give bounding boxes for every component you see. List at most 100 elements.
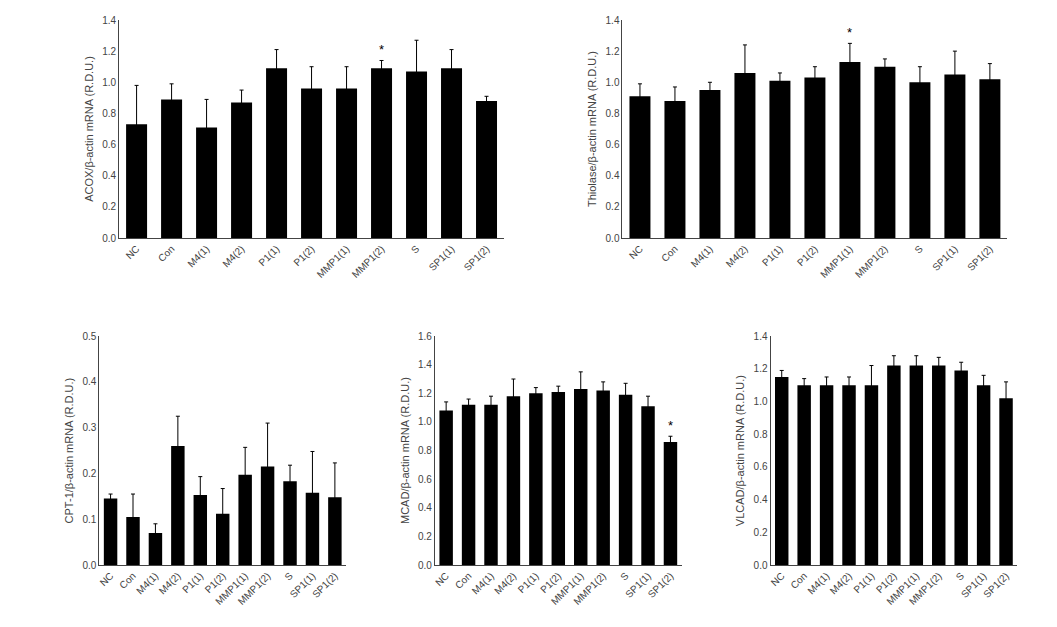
svg-text:NC: NC — [124, 243, 142, 261]
svg-text:Con: Con — [117, 570, 138, 591]
svg-text:VLCAD/β-actin mRNA (R.D.U.): VLCAD/β-actin mRNA (R.D.U.) — [734, 375, 746, 526]
svg-text:MMP1(1): MMP1(1) — [818, 243, 855, 280]
svg-text:MMP1(2): MMP1(2) — [907, 570, 944, 607]
svg-text:0.6: 0.6 — [754, 461, 768, 472]
svg-text:1.4: 1.4 — [418, 359, 432, 370]
svg-text:S: S — [282, 570, 295, 583]
svg-text:1.0: 1.0 — [754, 396, 768, 407]
svg-text:0.8: 0.8 — [102, 108, 116, 119]
svg-text:MMP1(1): MMP1(1) — [549, 570, 586, 607]
svg-text:1.6: 1.6 — [418, 331, 432, 342]
svg-text:1.0: 1.0 — [102, 77, 116, 88]
svg-text:SP1(1): SP1(1) — [427, 243, 457, 273]
svg-text:P1(1): P1(1) — [516, 570, 541, 595]
svg-text:M4(2): M4(2) — [492, 570, 518, 596]
svg-text:Con: Con — [659, 243, 680, 264]
svg-text:MMP1(1): MMP1(1) — [315, 243, 352, 280]
svg-text:1.4: 1.4 — [102, 15, 116, 26]
svg-text:NC: NC — [769, 570, 787, 588]
svg-text:0.4: 0.4 — [102, 170, 116, 181]
svg-text:P1(1): P1(1) — [180, 570, 205, 595]
svg-text:SP1(1): SP1(1) — [930, 243, 960, 273]
svg-text:P1(2): P1(2) — [203, 570, 228, 595]
svg-text:0.1: 0.1 — [82, 514, 96, 525]
svg-text:MMP1(1): MMP1(1) — [213, 570, 250, 607]
svg-text:S: S — [912, 243, 925, 256]
svg-text:ACOX/β-actin mRNA (R.D.U.): ACOX/β-actin mRNA (R.D.U.) — [83, 56, 95, 202]
svg-text:1.4: 1.4 — [606, 15, 620, 26]
svg-text:SP1(2): SP1(2) — [310, 570, 340, 600]
svg-text:NC: NC — [98, 570, 116, 588]
svg-text:*: * — [847, 25, 852, 40]
svg-text:M4(1): M4(1) — [185, 243, 211, 269]
svg-text:SP1(1): SP1(1) — [288, 570, 318, 600]
svg-text:0.4: 0.4 — [606, 170, 620, 181]
svg-text:P1(2): P1(2) — [795, 243, 820, 268]
svg-text:0.2: 0.2 — [418, 531, 432, 542]
svg-text:M4(2): M4(2) — [724, 243, 750, 269]
svg-text:SP1(1): SP1(1) — [623, 570, 653, 600]
svg-text:0.0: 0.0 — [754, 560, 768, 571]
svg-text:*: * — [379, 42, 384, 57]
svg-text:1.2: 1.2 — [102, 46, 116, 57]
svg-text:SP1(2): SP1(2) — [981, 570, 1011, 600]
svg-text:*: * — [668, 418, 673, 433]
svg-text:M4(1): M4(1) — [805, 570, 831, 596]
svg-text:1.2: 1.2 — [606, 46, 620, 57]
svg-text:0.0: 0.0 — [606, 233, 620, 244]
svg-text:1.0: 1.0 — [418, 416, 432, 427]
svg-text:NC: NC — [627, 243, 645, 261]
svg-text:M4(1): M4(1) — [134, 570, 160, 596]
svg-text:0.6: 0.6 — [606, 139, 620, 150]
svg-text:P1(2): P1(2) — [874, 570, 899, 595]
svg-text:0.4: 0.4 — [754, 494, 768, 505]
svg-text:0.0: 0.0 — [102, 233, 116, 244]
svg-text:0.3: 0.3 — [82, 422, 96, 433]
svg-text:1.2: 1.2 — [754, 363, 768, 374]
svg-text:M4(1): M4(1) — [470, 570, 496, 596]
svg-text:0.6: 0.6 — [418, 474, 432, 485]
svg-text:0.4: 0.4 — [82, 376, 96, 387]
svg-text:M4(2): M4(2) — [157, 570, 183, 596]
svg-text:Con: Con — [453, 570, 474, 591]
svg-text:Thiolase/β-actin mRNA (R.D.U.): Thiolase/β-actin mRNA (R.D.U.) — [586, 51, 598, 207]
svg-text:Con: Con — [156, 243, 177, 264]
svg-text:P1(1): P1(1) — [760, 243, 785, 268]
svg-text:0.2: 0.2 — [754, 527, 768, 538]
svg-text:0.5: 0.5 — [82, 331, 96, 342]
svg-text:CPT-1/β-actin mRNA (R.D.U.): CPT-1/β-actin mRNA (R.D.U.) — [63, 378, 75, 524]
svg-text:0.2: 0.2 — [102, 201, 116, 212]
svg-text:0.8: 0.8 — [418, 445, 432, 456]
svg-text:MMP1(2): MMP1(2) — [236, 570, 273, 607]
svg-text:0.0: 0.0 — [82, 560, 96, 571]
svg-text:P1(2): P1(2) — [538, 570, 563, 595]
svg-text:SP1(2): SP1(2) — [965, 243, 995, 273]
svg-text:0.0: 0.0 — [418, 560, 432, 571]
svg-text:P1(2): P1(2) — [291, 243, 316, 268]
svg-text:0.2: 0.2 — [606, 201, 620, 212]
svg-text:1.4: 1.4 — [754, 331, 768, 342]
svg-text:NC: NC — [433, 570, 451, 588]
svg-text:MMP1(1): MMP1(1) — [884, 570, 921, 607]
svg-text:P1(1): P1(1) — [851, 570, 876, 595]
svg-text:SP1(2): SP1(2) — [462, 243, 492, 273]
svg-text:M4(2): M4(2) — [828, 570, 854, 596]
svg-text:0.2: 0.2 — [82, 468, 96, 479]
svg-text:0.4: 0.4 — [418, 502, 432, 513]
svg-text:Con: Con — [788, 570, 809, 591]
svg-text:1.0: 1.0 — [606, 77, 620, 88]
svg-text:MCAD/β-actin mRNA (R.D.U.): MCAD/β-actin mRNA (R.D.U.) — [399, 377, 411, 524]
svg-text:M4(2): M4(2) — [220, 243, 246, 269]
svg-text:SP1(2): SP1(2) — [646, 570, 676, 600]
svg-text:S: S — [409, 243, 422, 256]
svg-text:MMP1(2): MMP1(2) — [571, 570, 608, 607]
svg-text:SP1(1): SP1(1) — [959, 570, 989, 600]
svg-text:M4(1): M4(1) — [689, 243, 715, 269]
svg-text:P1(1): P1(1) — [256, 243, 281, 268]
svg-text:S: S — [954, 570, 967, 583]
svg-text:MMP1(2): MMP1(2) — [350, 243, 387, 280]
svg-text:1.2: 1.2 — [418, 388, 432, 399]
svg-text:0.6: 0.6 — [102, 139, 116, 150]
svg-text:0.8: 0.8 — [606, 108, 620, 119]
svg-text:MMP1(2): MMP1(2) — [853, 243, 890, 280]
